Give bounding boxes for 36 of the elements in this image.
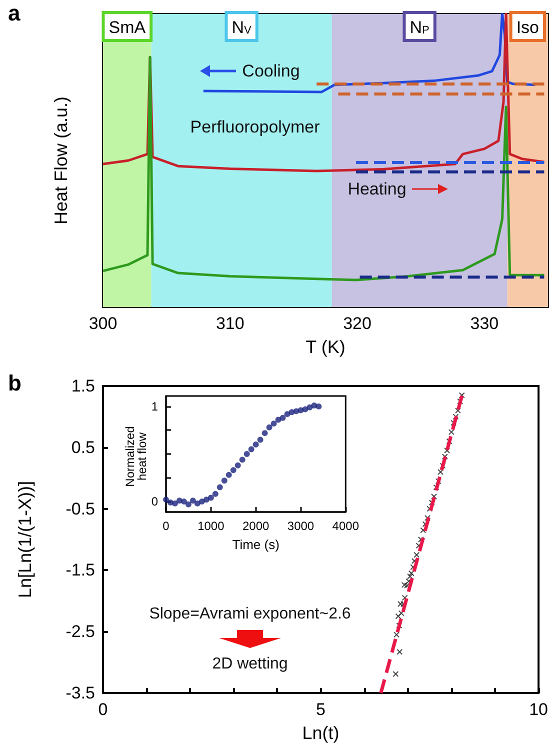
band-label: NP [410,18,430,37]
band-label: Iso [516,18,539,37]
x-tick-label: 10 [529,700,548,719]
band-label: SmA [108,18,146,37]
x-tick-label: 330 [470,314,499,333]
x-axis-title: Ln(t) [302,723,340,743]
annotation: Slope=Avrami exponent~2.6 [149,606,351,622]
y-tick-label: 0.5 [71,438,95,457]
x-tick-label: 2000 [242,519,270,533]
x-tick-label: 310 [216,314,244,333]
x-tick-label: 5 [316,700,326,719]
y-tick-label: -2.5 [66,622,95,642]
x-tick-label: 320 [343,314,372,333]
y-tick-label: -3.5 [66,684,95,702]
text: a [8,0,21,26]
annotation: 2D wetting [212,656,288,672]
text: b [8,370,22,396]
band-label: NV [232,18,252,37]
x-tick-label: 1000 [198,519,225,533]
y-axis-title: Normalized heat flow [123,426,149,487]
x-axis-title: T (K) [306,337,346,357]
y-tick-label: 1.5 [71,376,95,396]
x-tick-label: 3000 [287,519,314,533]
x-axis-title: Time (s) [232,537,280,552]
x-tick-label: 0 [98,700,108,719]
x-tick-label: 0 [162,519,170,533]
y-tick-label: -1.5 [66,560,95,580]
x-tick-label: 4000 [332,519,360,533]
annotation: Cooling [242,62,300,80]
y-tick-label: 1 [151,399,158,414]
x-tick-label: 300 [88,314,118,333]
annotation: Perfluoropolymer [190,118,320,136]
y-tick-label: -0.5 [66,499,95,518]
annotation: Heating [348,180,406,198]
y-axis-title: Ln[Ln(1/(1-X))] [15,480,35,598]
y-axis-title: Heat Flow (a.u.) [51,96,71,225]
